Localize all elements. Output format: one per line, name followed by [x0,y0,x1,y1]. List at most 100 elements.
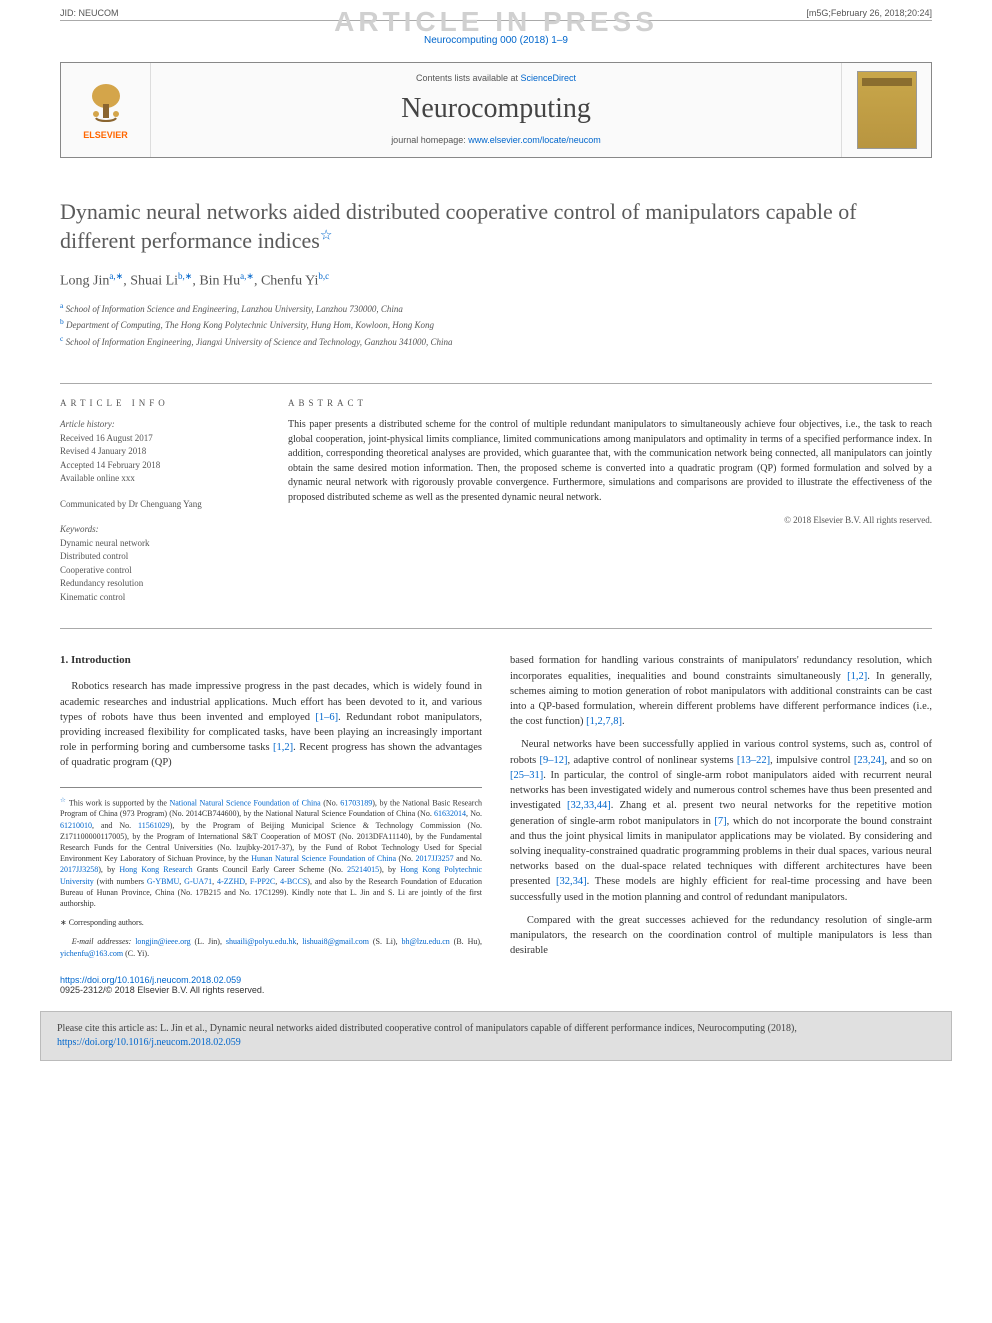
right-column: based formation for handling various con… [510,653,932,966]
author-affil[interactable]: b,c [318,271,329,281]
grant-link[interactable]: 2017JJ3257 [415,854,453,863]
ref-link[interactable]: [32,34] [556,876,587,887]
email-link[interactable]: yichenfu@163.com [60,949,123,958]
keyword: Redundancy resolution [60,577,260,591]
grant-link[interactable]: 4-BCCS [280,877,307,886]
homepage-link[interactable]: www.elsevier.com/locate/neucom [468,135,601,145]
grant-link[interactable]: G-UA71 [184,877,212,886]
affiliation-b: b Department of Computing, The Hong Kong… [60,316,932,333]
grant-link[interactable]: 11561029 [138,821,170,830]
abstract-copyright: © 2018 Elsevier B.V. All rights reserved… [288,515,932,525]
accepted-date: Accepted 14 February 2018 [60,459,260,473]
citation-box: Please cite this article as: L. Jin et a… [40,1011,952,1061]
abstract-text: This paper presents a distributed scheme… [288,418,932,505]
author-name: Shuai Li [130,274,178,289]
received-date: Received 16 August 2017 [60,432,260,446]
publisher-name: ELSEVIER [83,130,128,140]
elsevier-tree-icon [82,80,130,128]
keyword: Distributed control [60,550,260,564]
grant-link[interactable]: G-YBMU [147,877,179,886]
ref-link[interactable]: [25–31] [510,770,543,781]
grant-link[interactable]: Hunan Natural Science Foundation of Chin… [251,854,396,863]
journal-cover-icon [857,71,917,149]
footnotes-block: ☆ This work is supported by the National… [60,787,482,959]
funding-footnote: ☆ This work is supported by the National… [60,796,482,910]
build-stamp: [m5G;February 26, 2018;20:24] [806,8,932,18]
contents-prefix: Contents lists available at [416,73,521,83]
grant-link[interactable]: 4-ZZHD [217,877,245,886]
email-link[interactable]: shuaili@polyu.edu.hk [226,937,296,946]
body-text: . [622,716,625,727]
title-footnote-star[interactable]: ☆ [320,228,333,243]
title-block: Dynamic neural networks aided distribute… [0,158,992,365]
grant-link[interactable]: Hong Kong Research [119,865,192,874]
author-affil[interactable]: a,∗ [109,271,123,281]
keyword: Kinematic control [60,591,260,605]
ref-link[interactable]: [1–6] [315,712,338,723]
keyword: Dynamic neural network [60,537,260,551]
grant-link[interactable]: 61210010 [60,821,92,830]
available-date: Available online xxx [60,472,260,486]
author-affil[interactable]: b,∗ [178,271,192,281]
body-text: , and so on [884,755,932,766]
masthead: ELSEVIER Contents lists available at Sci… [60,62,932,158]
section-heading: 1. Introduction [60,653,482,669]
body-text: , adaptive control of nonlinear systems [568,755,737,766]
fn-text: (No. [396,854,415,863]
fn-text: ), by [379,865,400,874]
author-name: Chenfu Yi [261,274,318,289]
body-columns: 1. Introduction Robotics research has ma… [0,629,992,966]
journal-name: Neurocomputing [161,93,831,125]
grant-link[interactable]: 2017JJ3258 [60,865,98,874]
intro-paragraph: Neural networks have been successfully a… [510,737,932,904]
fn-text: (No. [321,798,341,807]
grant-link[interactable]: 61703189 [340,798,372,807]
footnote-star: ☆ [60,797,67,804]
fn-text: This work is supported by the [69,798,170,807]
ref-link[interactable]: [1,2] [273,742,293,753]
body-text: , impulsive control [770,755,854,766]
body-text: Compared with the great successes achiev… [510,915,932,956]
author-affil[interactable]: a,∗ [240,271,254,281]
sciencedirect-link[interactable]: ScienceDirect [521,73,577,83]
ref-link[interactable]: [13–22] [737,755,770,766]
ref-link[interactable]: [1,2,7,8] [586,716,622,727]
title-text: Dynamic neural networks aided distribute… [60,199,857,253]
intro-paragraph: based formation for handling various con… [510,653,932,729]
citation-text: Please cite this article as: L. Jin et a… [57,1023,797,1034]
email-link[interactable]: longjin@ieee.org [135,937,190,946]
affil-text: School of Information Engineering, Jiang… [66,337,453,347]
grant-link[interactable]: F-PP2C [250,877,275,886]
fn-text: ), by [98,865,119,874]
communicated-by: Communicated by Dr Chenguang Yang [60,498,260,512]
top-meta-bar: JID: NEUCOM [m5G;February 26, 2018;20:24… [0,0,992,20]
keyword: Cooperative control [60,564,260,578]
fn-text: (L. Jin), [191,937,226,946]
grant-link[interactable]: 61632014 [434,809,466,818]
ref-link[interactable]: [1,2] [847,671,867,682]
grant-link[interactable]: National Natural Science Foundation of C… [169,798,320,807]
ref-link[interactable]: [9–12] [540,755,568,766]
author-name: Long Jin [60,274,109,289]
history-label: Article history: [60,418,260,432]
citation-doi-link[interactable]: https://doi.org/10.1016/j.neucom.2018.02… [57,1037,241,1048]
communicated-block: Communicated by Dr Chenguang Yang [60,498,260,512]
author-list: Long Jina,∗, Shuai Lib,∗, Bin Hua,∗, Che… [60,271,932,290]
email-label: E-mail addresses: [72,937,132,946]
doi-link[interactable]: https://doi.org/10.1016/j.neucom.2018.02… [60,975,241,985]
ref-link[interactable]: [23,24] [854,755,885,766]
keywords-label: Keywords: [60,523,260,537]
page: ARTICLE IN PRESS JID: NEUCOM [m5G;Februa… [0,0,992,1323]
homepage-prefix: journal homepage: [391,135,468,145]
homepage-line: journal homepage: www.elsevier.com/locat… [161,135,831,145]
article-title: Dynamic neural networks aided distribute… [60,198,932,255]
email-link[interactable]: lishuai8@gmail.com [302,937,369,946]
affiliation-list: a School of Information Science and Engi… [60,300,932,350]
fn-text: , and No. [92,821,138,830]
affiliation-a: a School of Information Science and Engi… [60,300,932,317]
email-link[interactable]: bh@lzu.edu.cn [402,937,450,946]
grant-link[interactable]: 25214015 [347,865,379,874]
ref-link[interactable]: [32,33,44] [567,800,611,811]
ref-link[interactable]: [7] [714,816,726,827]
fn-text: and No. [454,854,482,863]
